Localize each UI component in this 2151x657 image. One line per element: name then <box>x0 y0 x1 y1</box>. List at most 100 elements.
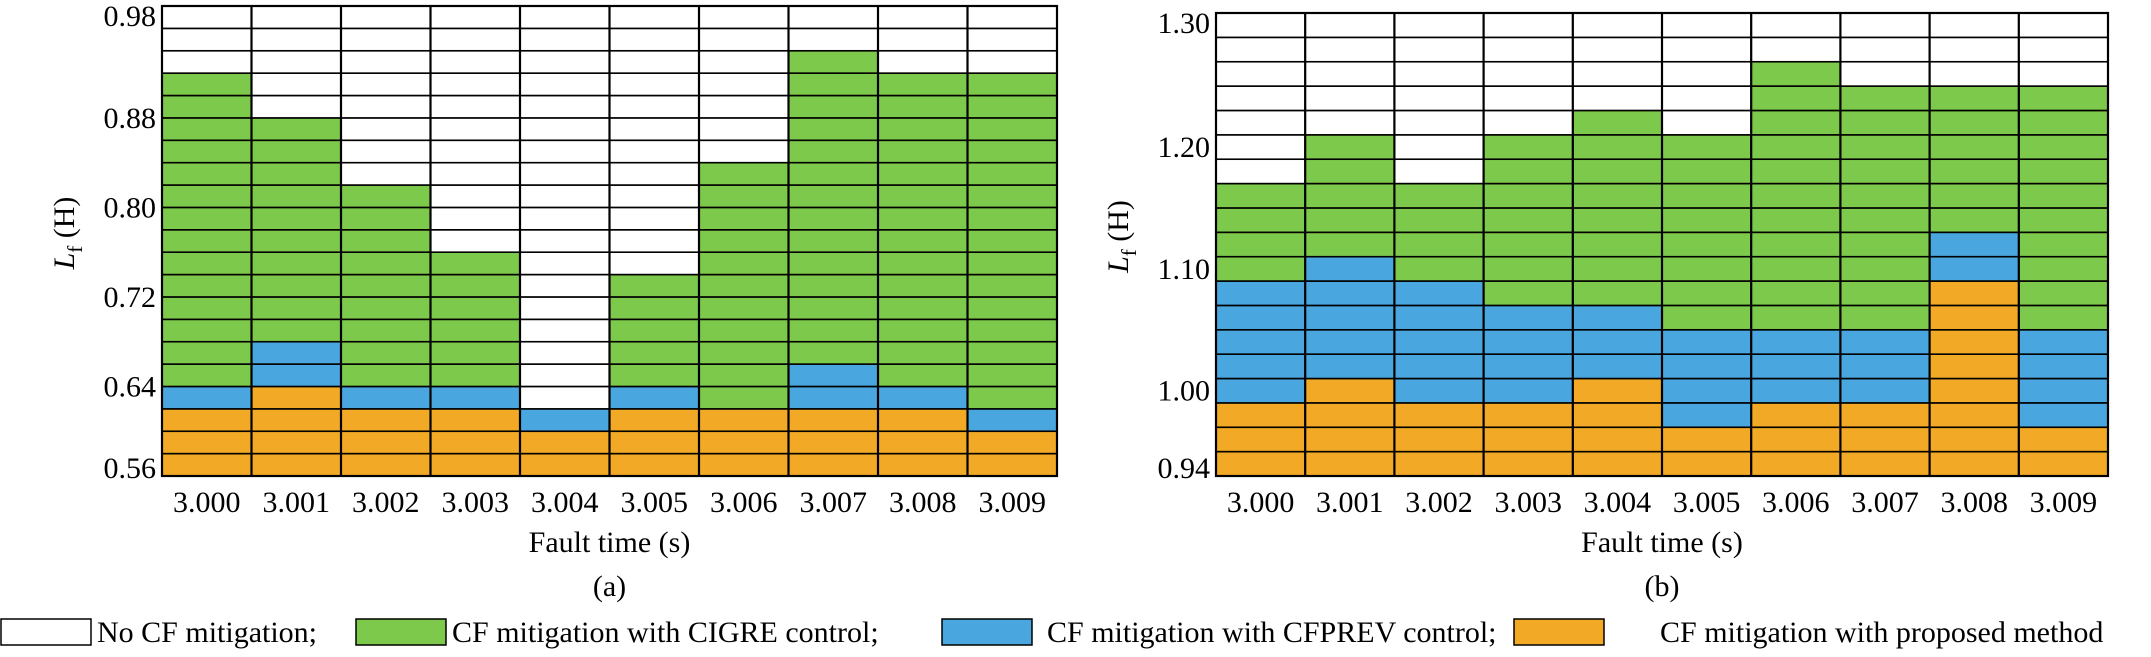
cell-cigre <box>161 340 253 365</box>
cell-cfprev <box>1304 255 1396 282</box>
y-axis-label-subscript: f <box>63 246 87 253</box>
cell-cfprev <box>1215 377 1306 404</box>
cell-cigre <box>1572 158 1663 185</box>
cell-none <box>250 27 342 52</box>
cell-cigre <box>1482 207 1574 234</box>
cell-cfprev <box>787 363 879 388</box>
cell-none <box>608 229 700 253</box>
cell-none <box>1839 60 1931 87</box>
chart-panel-a: 0.98 0.88 0.80 0.72 0.64 0.56 3.000 3.001 3.002… <box>48 0 1059 603</box>
cell-cigre <box>877 251 969 276</box>
cell-none <box>1750 36 1842 63</box>
cell-none <box>1215 109 1306 136</box>
cell-cigre <box>161 139 253 164</box>
cell-proposed <box>2018 426 2109 453</box>
cell-cigre <box>429 251 521 276</box>
cell-cigre <box>787 251 879 276</box>
cell-cfprev <box>1393 328 1485 355</box>
cell-cfprev <box>1750 353 1842 380</box>
cell-proposed <box>161 430 253 455</box>
cell-proposed <box>608 430 700 455</box>
cell-cigre <box>698 385 790 410</box>
cell-none <box>608 27 700 52</box>
cell-cigre <box>340 340 432 365</box>
cell-cigre <box>877 318 969 343</box>
cell-cigre <box>966 273 1058 298</box>
x-tick-label: 3.005 <box>621 486 689 519</box>
cell-cigre <box>966 139 1058 164</box>
cell-cigre <box>250 206 342 231</box>
cell-cigre <box>250 184 342 209</box>
cell-none <box>519 27 611 52</box>
y-axis-label-symbol: L <box>48 253 81 271</box>
cell-cigre <box>1661 255 1752 282</box>
cell-cfprev <box>966 408 1058 433</box>
cell-none <box>1572 60 1663 87</box>
cell-cigre <box>1661 231 1752 258</box>
cell-cigre <box>877 206 969 231</box>
cell-cigre <box>787 340 879 365</box>
cell-proposed <box>608 452 700 477</box>
cell-cigre <box>2018 207 2109 234</box>
cell-cigre <box>1750 207 1842 234</box>
cell-cigre <box>340 363 432 388</box>
cell-cigre <box>1482 182 1574 209</box>
cell-none <box>608 161 700 186</box>
cell-none <box>1750 12 1842 39</box>
cell-cfprev <box>1839 353 1931 380</box>
cell-cigre <box>161 229 253 253</box>
cell-cigre <box>2018 85 2109 112</box>
cell-cigre <box>698 318 790 343</box>
cell-proposed <box>877 430 969 455</box>
cell-none <box>429 117 521 142</box>
cell-proposed <box>1304 450 1396 477</box>
cell-cfprev <box>1215 280 1306 307</box>
cell-cigre <box>1661 207 1752 234</box>
cell-none <box>1215 60 1306 87</box>
cell-cigre <box>787 72 879 97</box>
cell-cigre <box>2018 304 2109 331</box>
cell-proposed <box>608 408 700 433</box>
cell-none <box>1215 158 1306 185</box>
cell-cfprev <box>1750 377 1842 404</box>
cell-cigre <box>1661 182 1752 209</box>
cell-cigre <box>1304 158 1396 185</box>
cell-cfprev <box>1304 304 1396 331</box>
cell-cigre <box>161 206 253 231</box>
cell-cigre <box>698 206 790 231</box>
cell-cigre <box>1839 109 1931 136</box>
cell-proposed <box>1839 426 1931 453</box>
cell-proposed <box>1928 280 2020 307</box>
cell-cigre <box>161 363 253 388</box>
cell-cigre <box>1839 255 1931 282</box>
cell-none <box>1215 134 1306 161</box>
y-tick-label: 0.56 <box>104 452 157 485</box>
cell-cfprev <box>1304 353 1396 380</box>
cell-cigre <box>1750 158 1842 185</box>
cell-cigre <box>1304 134 1396 161</box>
cell-proposed <box>250 430 342 455</box>
cell-cigre <box>877 161 969 186</box>
cell-none <box>519 251 611 276</box>
cell-proposed <box>787 430 879 455</box>
cell-none <box>340 94 432 119</box>
cell-none <box>1928 60 2020 87</box>
cell-cigre <box>1572 255 1663 282</box>
cell-none <box>877 27 969 52</box>
cell-none <box>1661 109 1752 136</box>
cell-none <box>877 5 969 30</box>
cell-cfprev <box>250 340 342 365</box>
chart-panel-b: 1.301.201.101.000.94 3.000 3.001 3.002 3.00… <box>1102 7 2110 603</box>
cell-cigre <box>877 340 969 365</box>
cell-grid <box>160 4 1059 478</box>
cell-none <box>429 161 521 186</box>
cell-cigre <box>966 296 1058 321</box>
cell-cfprev <box>1839 377 1931 404</box>
cell-cigre <box>1839 85 1931 112</box>
cell-cfprev <box>1572 304 1663 331</box>
cell-proposed <box>429 408 521 433</box>
cell-cigre <box>1839 158 1931 185</box>
cell-none <box>1393 158 1485 185</box>
cell-none <box>1393 12 1485 39</box>
cell-cigre <box>1839 207 1931 234</box>
